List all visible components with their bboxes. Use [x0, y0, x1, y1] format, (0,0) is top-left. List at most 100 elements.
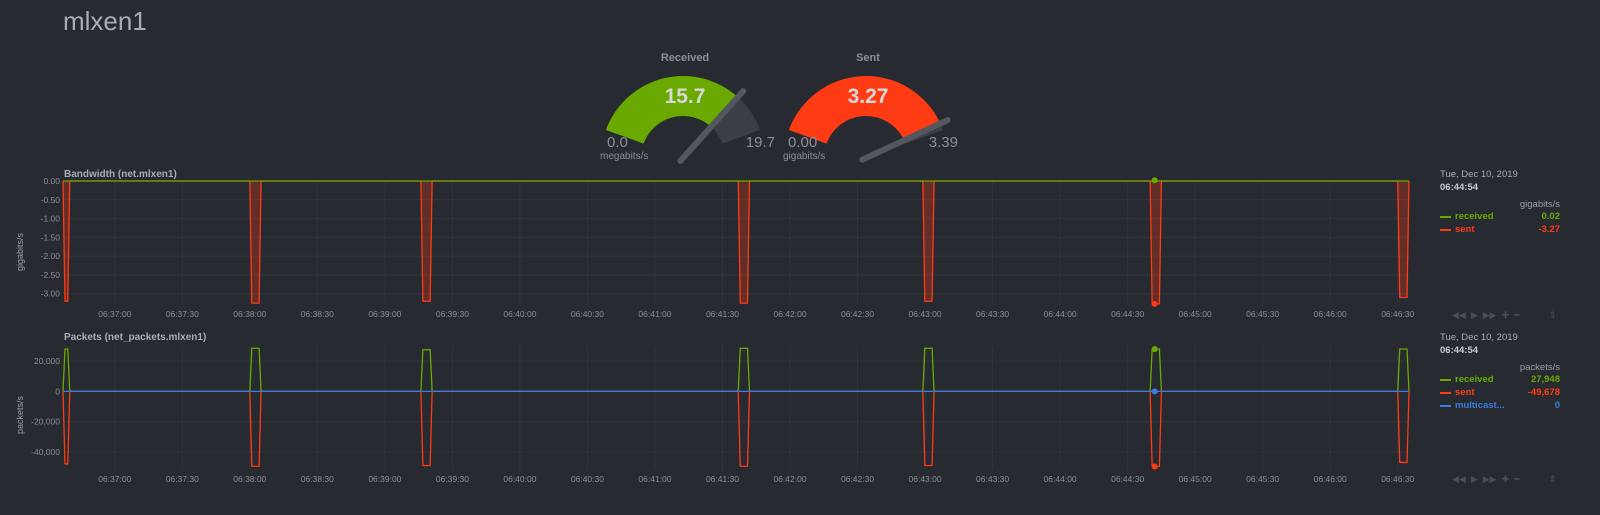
legend-date: Tue, Dec 10, 2019 [1440, 332, 1518, 343]
x-tick-label: 06:41:00 [638, 474, 671, 484]
legend-time: 06:44:54 [1440, 345, 1479, 356]
y-tick-label: 20,000 [34, 356, 60, 366]
legend-swatch [1440, 404, 1451, 407]
y-tick-label: -3.00 [41, 289, 61, 299]
packets-plot[interactable]: 06:37:00 06:37:30 06:38:00 06:38:30 06:39:00… [0, 332, 1600, 492]
zoom-in-icon[interactable]: ✚ [1501, 474, 1510, 484]
x-tick-label: 06:39:00 [368, 474, 401, 484]
play-icon[interactable]: ▶ [1470, 310, 1478, 320]
x-tick-label: 06:44:30 [1111, 309, 1144, 319]
x-tick-label: 06:37:30 [166, 474, 199, 484]
sent-gauge: Sent 3.27 0.00 3.39 gigabits/s [778, 50, 958, 165]
rewind-icon[interactable]: ◀◀ [1452, 310, 1466, 320]
legend-series-name: received [1455, 374, 1494, 385]
gauge-fill [605, 76, 738, 144]
legend-swatch [1440, 228, 1451, 231]
x-tick-label: 06:46:00 [1314, 309, 1347, 319]
gauge-value: 3.27 [847, 85, 889, 108]
x-tick-label: 06:44:30 [1111, 474, 1144, 484]
zoom-out-icon[interactable]: ━ [1514, 474, 1520, 484]
x-tick-label: 06:37:00 [98, 309, 131, 319]
y-tick-label: -2.50 [41, 270, 61, 280]
x-tick-label: 06:43:00 [909, 474, 942, 484]
y-tick-label: -20,000 [31, 417, 60, 427]
legend-series-value: -49,678 [1527, 387, 1560, 398]
x-tick-label: 06:38:30 [301, 474, 334, 484]
legend-swatch [1440, 391, 1451, 394]
x-tick-label: 06:38:00 [233, 474, 266, 484]
x-tick-label: 06:39:30 [436, 309, 469, 319]
hover-marker-received [1151, 346, 1158, 353]
x-tick-label: 06:44:00 [1044, 309, 1077, 319]
received-gauge: Received 15.7 0.0 19.7 megabits/s [595, 50, 775, 165]
legend-units: gigabits/s [1519, 199, 1560, 210]
x-tick-label: 06:38:00 [233, 309, 266, 319]
gauge-min: 0.00 [788, 134, 818, 151]
bandwidth-plot[interactable]: 06:37:00 06:37:30 06:38:00 06:38:30 06:39:00… [0, 169, 1600, 329]
x-tick-label: 06:38:30 [301, 309, 334, 319]
y-tick-label: -40,000 [31, 447, 60, 457]
legend-row-received[interactable]: received 0.02 [1440, 210, 1560, 223]
legend-series-name: multicast... [1455, 400, 1505, 411]
gauge-unit: megabits/s [600, 151, 649, 162]
legend-row-sent[interactable]: sent -49,678 [1440, 386, 1560, 399]
x-tick-label: 06:46:30 [1381, 474, 1414, 484]
x-tick-label: 06:42:00 [773, 309, 806, 319]
gauge-title: Sent [856, 52, 880, 64]
hover-marker-sent [1151, 463, 1158, 470]
legend-units: packets/s [1519, 362, 1560, 373]
gauge-max: 19.7 [745, 134, 775, 151]
hover-marker-received [1151, 177, 1158, 184]
x-tick-label: 06:45:30 [1246, 474, 1279, 484]
y-axis-label: gigabits/s [15, 232, 25, 271]
x-tick-label: 06:45:00 [1179, 474, 1212, 484]
x-tick-label: 06:40:00 [503, 309, 536, 319]
legend-time: 06:44:54 [1440, 182, 1479, 193]
received-gauge-dial [605, 76, 761, 164]
y-tick-label: -1.50 [41, 232, 61, 242]
packets-toolbar: ◀◀ ▶ ▶▶ ✚ ━ [1452, 474, 1520, 485]
series-line-sent [62, 390, 1410, 468]
fast-forward-icon[interactable]: ▶▶ [1482, 474, 1497, 484]
x-tick-label: 06:46:00 [1314, 474, 1347, 484]
x-tick-label: 06:43:00 [909, 309, 942, 319]
bandwidth-resize-handle-icon[interactable]: ⇕ [1549, 310, 1557, 320]
zoom-out-icon[interactable]: ━ [1514, 310, 1520, 320]
bandwidth-toolbar: ◀◀ ▶ ▶▶ ✚ ━ [1452, 310, 1520, 321]
gauge-min: 0.0 [607, 134, 628, 151]
hover-marker-sent [1151, 300, 1158, 307]
x-tick-label: 06:40:30 [571, 309, 604, 319]
x-tick-label: 06:41:30 [706, 309, 739, 319]
x-tick-label: 06:37:00 [98, 474, 131, 484]
bandwidth-chart[interactable]: 06:37:00 06:37:30 06:38:00 06:38:30 06:39:00… [0, 169, 1600, 329]
legend-row-multicast[interactable]: multicast... 0 [1440, 399, 1560, 412]
chart-title: Bandwidth (net.mlxen1) [64, 169, 177, 180]
bandwidth-legend: Tue, Dec 10, 2019 06:44:54 gigabits/s re… [1440, 169, 1560, 236]
legend-series-name: sent [1455, 224, 1475, 235]
x-tick-label: 06:42:30 [841, 474, 874, 484]
gauge-value: 15.7 [664, 85, 706, 108]
rewind-icon[interactable]: ◀◀ [1452, 474, 1466, 484]
fast-forward-icon[interactable]: ▶▶ [1482, 310, 1497, 320]
packets-resize-handle-icon[interactable]: ⇕ [1549, 474, 1557, 484]
play-icon[interactable]: ▶ [1470, 474, 1478, 484]
packets-chart[interactable]: 06:37:00 06:37:30 06:38:00 06:38:30 06:39:00… [0, 332, 1600, 492]
gauge-fill [788, 76, 941, 144]
gauge-unit: gigabits/s [783, 151, 826, 162]
x-tick-label: 06:43:30 [976, 309, 1009, 319]
legend-series-name: sent [1455, 387, 1475, 398]
x-tick-label: 06:45:30 [1246, 309, 1279, 319]
y-tick-label: -1.00 [41, 214, 61, 224]
y-tick-label: -2.00 [41, 251, 61, 261]
y-tick-label: -0.50 [41, 195, 61, 205]
x-tick-label: 06:43:30 [976, 474, 1009, 484]
legend-row-sent[interactable]: sent -3.27 [1440, 223, 1560, 236]
zoom-in-icon[interactable]: ✚ [1501, 310, 1510, 320]
x-tick-label: 06:39:00 [368, 309, 401, 319]
gauge-max: 3.39 [928, 134, 958, 151]
hover-marker-multicast [1151, 388, 1158, 395]
gauge-needle [677, 88, 747, 164]
legend-row-received[interactable]: received 27,948 [1440, 373, 1560, 386]
legend-series-value: 0.02 [1541, 211, 1561, 222]
chart-title: Packets (net_packets.mlxen1) [64, 332, 207, 343]
